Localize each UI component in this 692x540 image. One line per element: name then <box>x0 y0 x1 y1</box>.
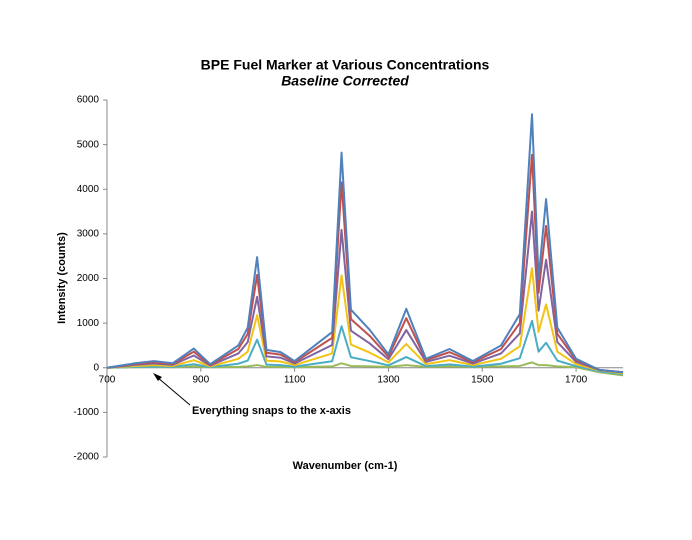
x-axis-label: Wavenumber (cm-1) <box>293 460 398 472</box>
x-tick-label: 1100 <box>284 374 306 385</box>
series-line <box>106 319 624 375</box>
x-tick-label: 700 <box>99 374 116 385</box>
x-tick-label: 1300 <box>377 374 400 385</box>
y-tick-label: 6000 <box>77 95 100 106</box>
y-axis-label: Intensity (counts) <box>56 232 68 324</box>
y-tick-label: 2000 <box>77 273 100 284</box>
chart-subtitle: Baseline Corrected <box>281 73 409 89</box>
x-tick-label: 1700 <box>565 374 588 385</box>
annotation-arrowhead <box>153 373 162 381</box>
y-tick-label: 0 <box>93 362 99 373</box>
series-line <box>106 267 624 375</box>
x-tick-label: 1500 <box>471 374 494 385</box>
series-line <box>106 113 624 374</box>
y-tick-label: -1000 <box>73 407 99 418</box>
y-tick-label: 4000 <box>77 184 100 195</box>
annotation: Everything snaps to the x-axis <box>192 405 351 417</box>
chart-title: BPE Fuel Marker at Various Concentration… <box>201 57 490 73</box>
y-tick-label: -2000 <box>73 452 99 463</box>
series-line <box>106 361 624 377</box>
x-tick-label: 900 <box>192 374 209 385</box>
y-tick-label: 3000 <box>77 229 100 240</box>
y-tick-label: 5000 <box>77 139 100 150</box>
y-tick-label: 1000 <box>77 318 100 329</box>
annotation-arrow <box>156 376 191 406</box>
